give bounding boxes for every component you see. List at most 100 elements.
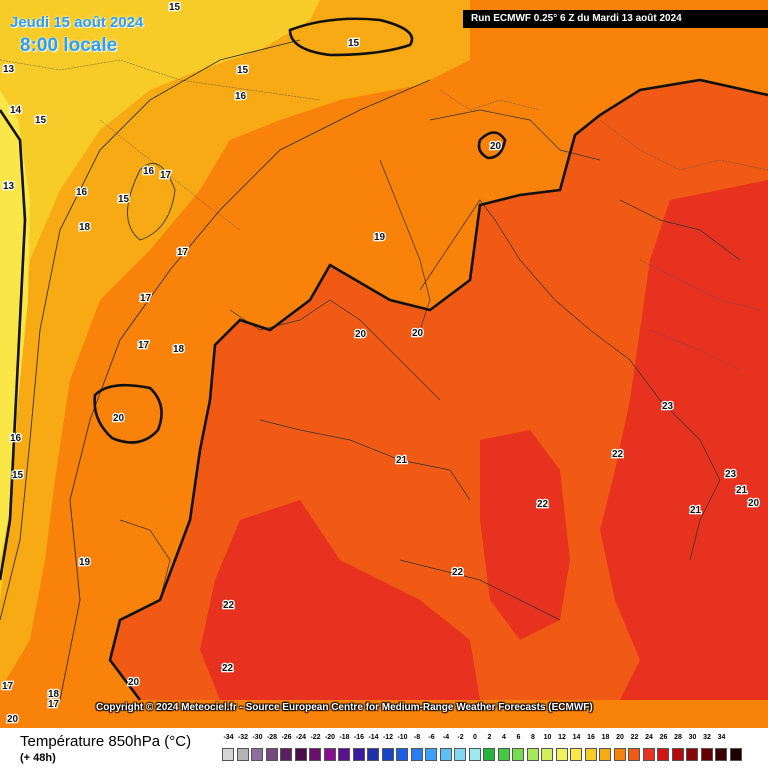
legend-forecast-offset: (+ 48h) xyxy=(20,752,56,764)
scale-tick-label: 20 xyxy=(616,734,624,741)
field-12-14 xyxy=(0,90,30,560)
scale-swatch xyxy=(541,748,553,761)
scale-swatch xyxy=(642,748,655,761)
isotherm-label: 17 xyxy=(2,681,14,692)
scale-tick-label: 22 xyxy=(630,734,639,741)
scale-swatch xyxy=(396,748,408,761)
scale-tick-label: -26 xyxy=(281,734,292,741)
scale-swatch xyxy=(381,748,394,761)
isotherm-label: 22 xyxy=(612,449,624,460)
forecast-date: Jeudi 15 août 2024 xyxy=(10,14,144,31)
scale-tick-label: 32 xyxy=(703,734,711,741)
isotherms xyxy=(0,39,431,701)
isotherm-label: 22 xyxy=(452,567,464,578)
isotherm-label: 18 xyxy=(79,222,91,233)
scale-swatch xyxy=(555,748,568,761)
scale-tick-label: -6 xyxy=(428,734,435,741)
isotherm-label: 15 xyxy=(35,115,47,126)
isotherm-label: 17 xyxy=(177,247,189,258)
isotherm-label: 18 xyxy=(48,689,60,700)
scale-tick-label: 16 xyxy=(587,734,595,741)
scale-tick-label: 28 xyxy=(674,734,682,741)
scale-swatch xyxy=(671,748,684,761)
legend-title: Température 850hPa (°C) xyxy=(20,733,192,750)
isotherm-label: 13 xyxy=(3,181,15,192)
isotherm-label: 20 xyxy=(748,498,760,509)
isotherm-label: 17 xyxy=(140,293,152,304)
isotherm-label: 22 xyxy=(223,600,235,611)
scale-tick-label: -2 xyxy=(457,734,464,741)
field-14-16 xyxy=(0,0,320,600)
isotherm-label: 16 xyxy=(143,166,155,177)
isotherm-label: 14 xyxy=(10,105,22,116)
scale-swatch xyxy=(628,748,640,761)
isotherm-label: 22 xyxy=(537,499,549,510)
scale-swatch xyxy=(410,748,423,761)
scale-swatch xyxy=(454,748,466,761)
field-24-26 xyxy=(600,180,768,700)
scale-tick-label: 10 xyxy=(543,734,552,741)
scale-swatch xyxy=(715,748,727,761)
isotherm-label: 21 xyxy=(396,455,408,466)
scale-swatch xyxy=(439,748,452,761)
isotherm-label: 18 xyxy=(173,344,185,355)
isotherm-label: 15 xyxy=(348,38,360,49)
borders xyxy=(0,59,768,371)
isotherm-label: 20 xyxy=(355,329,367,340)
scale-swatch xyxy=(236,748,249,761)
isotherm-label: 20 xyxy=(128,677,140,688)
scale-swatch xyxy=(222,748,234,761)
scale-swatch xyxy=(309,748,321,761)
scale-tick-label: 24 xyxy=(645,734,653,741)
scale-tick-label: -32 xyxy=(237,734,249,741)
scale-tick-label: 30 xyxy=(688,734,697,741)
scale-tick-label: -14 xyxy=(368,734,379,741)
isotherm-label: 17 xyxy=(138,340,150,351)
isotherm-label: 15 xyxy=(237,65,249,76)
isotherm-label: 13 xyxy=(3,64,15,75)
scale-tick-label: 2 xyxy=(487,734,492,741)
scale-swatch xyxy=(323,748,336,761)
isotherm-label: 21 xyxy=(736,485,748,496)
scale-tick-label: 6 xyxy=(516,734,521,741)
isotherm-label: 16 xyxy=(235,91,247,102)
scale-tick-label: 14 xyxy=(572,734,581,741)
isotherm-label: 16 xyxy=(76,187,88,198)
isotherm-20 xyxy=(0,17,768,701)
isotherm-label: 20 xyxy=(490,141,502,152)
isotherm-label: 20 xyxy=(412,328,424,339)
scale-tick-label: -16 xyxy=(353,734,365,741)
scale-tick-label: -18 xyxy=(339,734,350,741)
scale-swatch xyxy=(512,748,524,761)
scale-tick-label: -24 xyxy=(295,734,307,741)
isotherm-label: 19 xyxy=(374,232,386,243)
isotherm-label: 23 xyxy=(725,469,737,480)
field-16-18-north xyxy=(290,18,412,55)
field-24-26-center xyxy=(480,430,570,640)
isotherm-label: 20 xyxy=(7,714,19,725)
scale-tick-label: 4 xyxy=(502,734,506,741)
scale-swatch xyxy=(497,748,510,761)
scale-tick-label: -20 xyxy=(324,734,336,741)
scale-swatch xyxy=(294,748,307,761)
isotherm-labels: 13 13 14 15 16 18 16 17 15 17 17 17 18 2… xyxy=(1,1,761,727)
scale-swatch xyxy=(468,748,481,761)
field-24-26-south xyxy=(200,500,480,700)
scale-tick-label: -22 xyxy=(310,734,321,741)
scale-swatch xyxy=(570,748,582,761)
scale-tick-label: 12 xyxy=(558,734,566,741)
scale-swatch xyxy=(599,748,611,761)
isotherm-label: 17 xyxy=(48,699,60,710)
isotherm-label: 17 xyxy=(160,170,172,181)
scale-swatch xyxy=(526,748,539,761)
scale-tick-label: -34 xyxy=(223,734,234,741)
isotherm-label: 21 xyxy=(690,505,702,516)
run-info-banner: Run ECMWF 0.25° 6 Z du Mardi 13 août 202… xyxy=(463,10,768,28)
scale-tick-label: 18 xyxy=(601,734,610,741)
isotherm-label: 22 xyxy=(222,663,234,674)
scale-tick-label: -28 xyxy=(266,734,278,741)
color-scale-labels: -34 -32 -30 -28 -26 -24 -22 -20 -18 -16 -14 -12 -10-… xyxy=(222,734,742,746)
scale-swatch xyxy=(280,748,292,761)
scale-swatch xyxy=(251,748,263,761)
scale-swatch xyxy=(265,748,278,761)
